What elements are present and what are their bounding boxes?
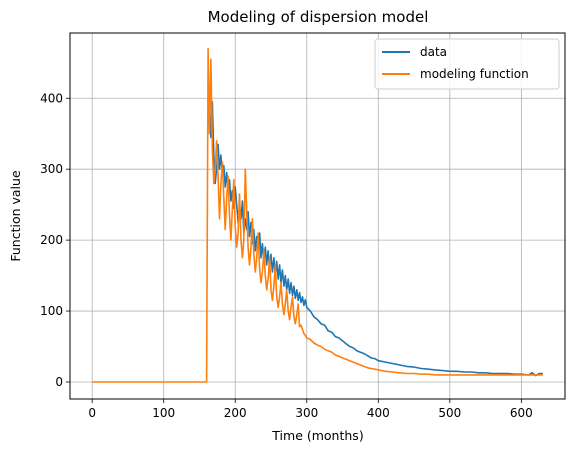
x-tick-label: 0 (88, 406, 96, 420)
x-tick-label: 400 (367, 406, 390, 420)
series-layer (92, 47, 543, 383)
series-line-modeling-function (92, 47, 543, 383)
chart-title: Modeling of dispersion model (208, 8, 429, 26)
x-tick-label: 300 (295, 406, 318, 420)
x-tick-label: 100 (152, 406, 175, 420)
axis-ticks: 0 100 200 300 400 500 600 0 100 200 300 400 (40, 91, 533, 420)
y-tick-label: 400 (40, 91, 63, 105)
legend-label-data: data (420, 45, 447, 59)
legend: data modeling function (374, 38, 560, 90)
x-tick-label: 500 (438, 406, 461, 420)
axes-frame (69, 32, 566, 400)
x-axis-label: Time (months) (271, 428, 363, 443)
y-tick-label: 200 (40, 233, 63, 247)
y-tick-label: 100 (40, 304, 63, 318)
y-axis-label: Function value (8, 170, 23, 262)
x-tick-label: 600 (510, 406, 533, 420)
x-tick-label: 200 (224, 406, 247, 420)
series-line-data (207, 97, 543, 377)
y-tick-label: 300 (40, 162, 63, 176)
y-tick-label: 0 (55, 375, 63, 389)
legend-box (374, 38, 560, 90)
legend-label-modeling-function: modeling function (420, 67, 529, 81)
